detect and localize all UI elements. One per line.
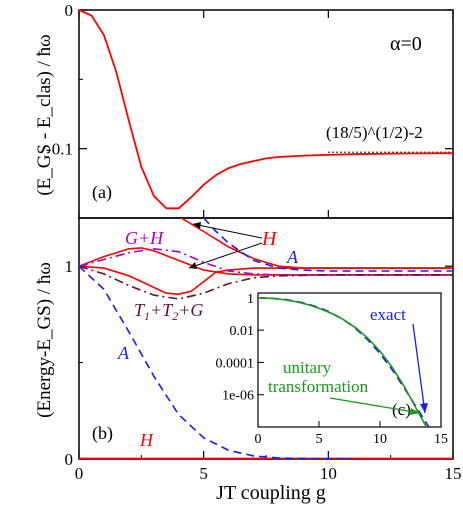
- panel-b-ylabel: (Energy-E_GS) / ħω: [34, 262, 55, 418]
- panel-b-xtick-label: 0: [75, 464, 84, 483]
- inset-xtick-label: 15: [434, 432, 448, 447]
- exact-arrow-head: [420, 403, 428, 413]
- label-plus-g: +G: [178, 300, 203, 320]
- h-arrow-2: [188, 242, 263, 269]
- inset-xtick-label: 5: [316, 432, 323, 447]
- panel-a: 0 -0.1 (a) α=0 (18/5)^(1/2)-2: [46, 1, 454, 219]
- label-h-upper: H: [261, 228, 278, 250]
- inset-frame: [257, 292, 442, 428]
- label-t1: T: [134, 300, 146, 320]
- panel-b-xtick-label: 10: [320, 464, 337, 483]
- h-arrow-2-head: [189, 262, 197, 269]
- panel-b-series-line: [79, 265, 453, 300]
- label-plus: +: [150, 300, 162, 320]
- limit-annotation: (18/5)^(1/2)-2: [326, 123, 423, 142]
- panel-b-label: (b): [92, 423, 113, 444]
- label-sub2: 2: [172, 309, 178, 323]
- label-t2: T: [162, 300, 174, 320]
- inset-legend-unitary-2: transformation: [268, 377, 369, 396]
- h-arrow-1: [192, 223, 263, 239]
- panel-a-series-line: [78, 9, 454, 210]
- label-t1-t2-g: T1+T2+G: [134, 300, 203, 323]
- label-a-upper: A: [286, 247, 299, 267]
- alpha-annotation: α=0: [390, 33, 422, 55]
- inset-xtick-label: 0: [255, 432, 262, 447]
- panel-b-series-line: [180, 218, 453, 269]
- inset-ytick-label: 0.0001: [216, 356, 255, 371]
- inset-series-group: [258, 297, 430, 427]
- inset-ytick-label: 0.01: [230, 324, 255, 339]
- h-arrow-1-head: [193, 222, 201, 229]
- x-axis-label: JT coupling g: [216, 482, 326, 504]
- panel-b-ytick-label: 1: [65, 257, 74, 276]
- inset-series-line: [258, 297, 428, 427]
- panel-a-label: (a): [92, 182, 112, 203]
- panel-b-xtick-label: 15: [445, 464, 462, 483]
- inset-ytick-label: 1: [247, 292, 254, 307]
- unitary-arrow: [329, 397, 421, 414]
- panel-b-series-group: [79, 218, 453, 459]
- exact-arrow: [412, 323, 426, 414]
- panel-b-series-line: [79, 247, 453, 276]
- label-h-lower: H: [139, 430, 154, 450]
- panel-b-xtick-label: 5: [199, 464, 208, 483]
- inset-ytick-label: 1e-06: [222, 389, 254, 404]
- label-sub1: 1: [144, 309, 150, 323]
- panel-a-ytick-label: 0: [65, 1, 74, 20]
- inset-legend-unitary-1: unitary: [283, 358, 332, 377]
- inset-xtick-label: 10: [373, 432, 387, 447]
- panel-a-ytick-label: -0.1: [46, 140, 73, 159]
- panel-b-series-line: [79, 265, 354, 459]
- panel-b-series-line: [203, 218, 453, 272]
- panel-b-ytick-label: 0: [65, 450, 74, 469]
- label-g-plus-h: G+H: [125, 228, 164, 248]
- inset-legend-exact: exact: [370, 305, 406, 324]
- panel-a-ylabel: (E_GS - E_clas) / ħω: [34, 34, 55, 195]
- label-a-lower: A: [117, 343, 130, 363]
- unitary-arrow-head: [410, 408, 420, 415]
